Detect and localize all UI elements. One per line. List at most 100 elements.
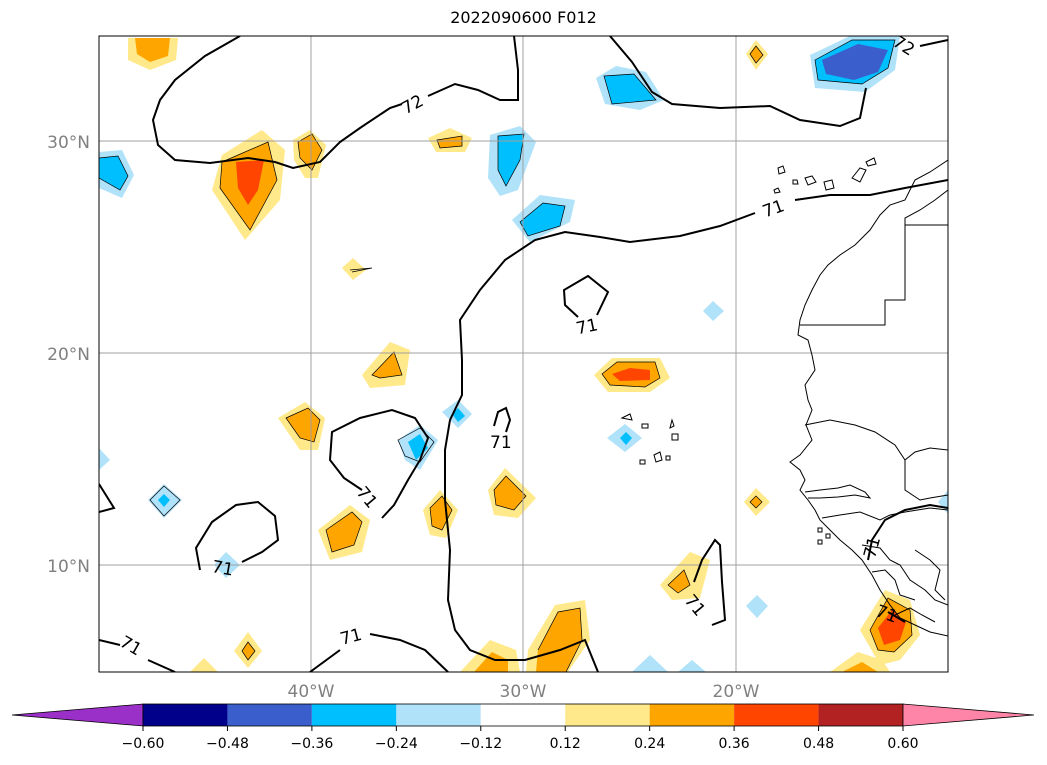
anomaly-outline [869, 597, 913, 653]
colorbar-extend-min [11, 703, 144, 727]
colorbar-tick-label: 0.48 [803, 736, 834, 752]
canary-islands [823, 179, 835, 191]
anomaly-blob [342, 258, 366, 280]
anomaly-outline [325, 511, 363, 553]
contour-line [99, 483, 116, 513]
anomaly-outline [601, 361, 661, 388]
colorbar-segment [734, 704, 819, 726]
anomaly-blob [326, 512, 362, 552]
lon-tick-label: 30°W [500, 682, 547, 702]
anomaly-outlines [99, 39, 913, 672]
border-mali [904, 460, 948, 501]
colorbar-tick-label: −0.36 [290, 736, 333, 752]
contour-line [369, 633, 449, 672]
anomaly-blob [822, 44, 888, 80]
anomaly-outline [349, 267, 373, 273]
contour-line [328, 408, 430, 519]
colorbar-tick-label: 0.24 [634, 736, 665, 752]
anomaly-outline [397, 427, 435, 463]
anomaly-blob [620, 432, 632, 445]
bissagos-islands [825, 533, 831, 539]
anomaly-blob [236, 160, 264, 205]
contour-line [493, 406, 512, 433]
anomaly-blob [632, 655, 668, 672]
lat-tick-label: 30°N [47, 133, 90, 153]
contour-line [151, 36, 403, 170]
border-mauritania-mali [804, 419, 948, 461]
border-sierra-leone [871, 569, 916, 601]
contour-line [194, 500, 280, 571]
anomaly-outline [436, 135, 463, 149]
colorbar-tick-label: 0.60 [887, 736, 918, 752]
anomaly-blob [408, 434, 428, 460]
anomaly-blob [678, 660, 706, 672]
lat-tick-labels: 30°N 20°N 10°N [47, 133, 90, 577]
canary-islands [773, 187, 781, 194]
colorbar-tick-label: 0.36 [719, 736, 750, 752]
border-guinea [821, 507, 948, 521]
anomaly-blob [430, 496, 452, 530]
cape-verde-islands [653, 451, 663, 463]
canary-islands [865, 157, 877, 167]
anomaly-blob [842, 662, 878, 672]
colorbar-extend-max [902, 703, 1035, 727]
colorbar-segments [142, 703, 904, 727]
colorbar-segment [396, 704, 481, 726]
contour-line [444, 212, 756, 672]
colorbar-tick-label: −0.24 [375, 736, 418, 752]
contour-line [562, 274, 610, 318]
anomaly-blob [668, 570, 690, 593]
contour-line [919, 39, 948, 47]
anomaly-outline [603, 73, 657, 105]
anomaly-outline [371, 351, 403, 379]
lon-tick-label: 40°W [288, 682, 335, 702]
cape-verde-islands [669, 418, 675, 429]
bissagos-islands [817, 527, 823, 533]
anomaly-blob [746, 595, 768, 618]
colorbar-segment [480, 704, 566, 726]
contour-line [794, 179, 948, 201]
colorbar-tick-label: 0.12 [550, 736, 581, 752]
anomaly-blob [99, 156, 128, 190]
contour-label: 71 [490, 433, 512, 453]
africa-coastline [789, 159, 948, 637]
contours [99, 36, 948, 672]
canary-islands [851, 167, 867, 183]
colorbar-segment [565, 704, 650, 726]
anomaly-blob [703, 301, 724, 321]
border-western-sahara [800, 224, 948, 326]
colorbar-segment [818, 704, 903, 726]
anomaly-blob [830, 652, 890, 672]
cape-verde-islands [665, 455, 671, 461]
shaded-anomalies [99, 36, 948, 672]
anomaly-blob [474, 652, 508, 672]
anomaly-blob [604, 74, 656, 104]
colorbar-segment [143, 704, 228, 726]
canary-islands [777, 165, 786, 175]
anomaly-outline [241, 641, 256, 661]
coastlines [620, 157, 948, 637]
border-liberia [894, 607, 936, 623]
border-ivory-coast [914, 549, 946, 601]
anomaly-outline [285, 407, 321, 443]
anomaly-blob [372, 352, 402, 378]
cape-verde-islands [620, 413, 633, 421]
anomaly-outline [219, 141, 278, 231]
anomaly-outline [99, 155, 129, 191]
contour-label: 71 [574, 315, 599, 339]
colorbar-ticks: −0.60 −0.48 −0.36 −0.24 −0.12 0.12 0.24 0.36 0.4… [122, 726, 919, 752]
colorbar-segment [311, 704, 397, 726]
contour-line [427, 36, 519, 101]
colorbar: −0.60 −0.48 −0.36 −0.24 −0.12 0.12 0.24 0.36 0.4… [11, 703, 1035, 752]
map-frame [98, 35, 949, 673]
anomaly-blob [452, 408, 465, 422]
plot-title: 2022090600 F012 [450, 8, 597, 27]
anomaly-blob [135, 38, 170, 62]
contour-line [609, 36, 867, 128]
bissagos-islands [817, 539, 823, 545]
colorbar-segment [227, 704, 312, 726]
lat-tick-label: 10°N [47, 557, 90, 577]
contour-line [309, 649, 341, 672]
anomaly-blob [190, 658, 218, 672]
